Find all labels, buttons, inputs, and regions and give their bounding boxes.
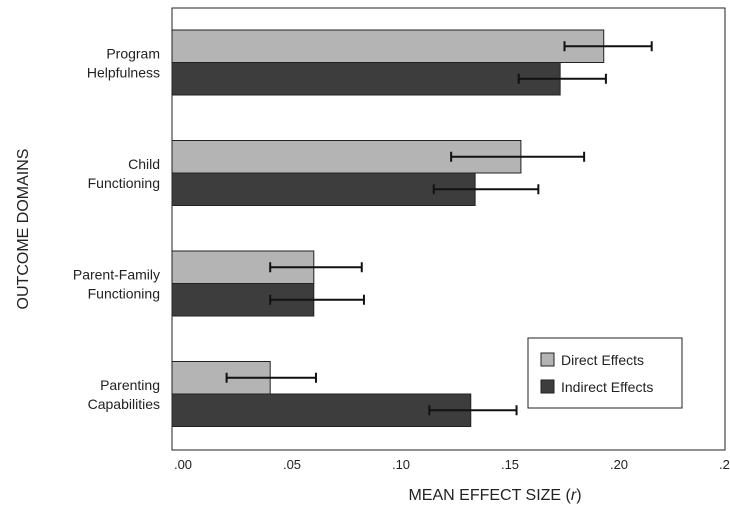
bar-direct-0 — [171, 29, 605, 63]
legend-box — [527, 337, 683, 409]
y-axis-title: OUTCOME DOMAINS — [15, 149, 32, 310]
x-tick-label-2: .10 — [392, 457, 410, 472]
category-label-0: Program Helpfulness — [87, 46, 160, 81]
legend-label-direct: Direct Effects — [561, 352, 644, 368]
legend: Direct Effects Indirect Effects — [527, 337, 683, 409]
x-tick-label-5: .25 — [719, 457, 730, 472]
bar-indirect-3 — [171, 393, 472, 427]
x-tick-label-1: .05 — [283, 457, 301, 472]
category-label-2: Parent-Family Functioning — [73, 267, 160, 302]
error-bars-layer — [225, 41, 653, 416]
category-label-3: Parenting Capabilities — [88, 377, 160, 412]
bar-indirect-0 — [171, 62, 561, 96]
x-axis-title: MEAN EFFECT SIZE (r) — [408, 487, 581, 504]
x-tick-label-4: .20 — [610, 457, 628, 472]
x-axis-ticks: .00 .05 .10 .15 .20 .25 — [174, 457, 730, 472]
bars-layer — [171, 29, 605, 427]
legend-swatch-indirect — [540, 379, 555, 394]
legend-swatch-direct — [540, 352, 555, 367]
x-tick-label-3: .15 — [501, 457, 519, 472]
bar-indirect-1 — [171, 172, 476, 206]
category-label-1: Child Functioning — [88, 156, 160, 191]
category-labels: Program Helpfulness Child Functioning Parent… — [73, 46, 160, 413]
x-tick-label-0: .00 — [174, 457, 192, 472]
legend-label-indirect: Indirect Effects — [561, 379, 653, 395]
